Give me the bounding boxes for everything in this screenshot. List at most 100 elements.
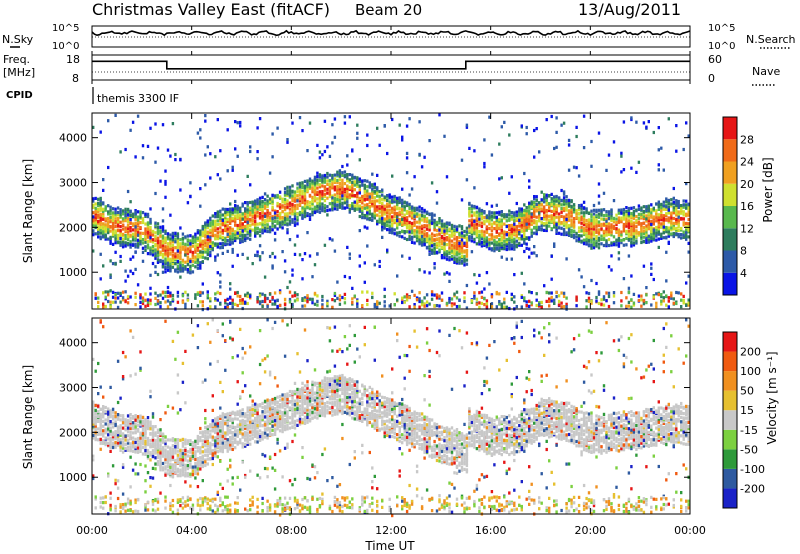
power-cell [443, 239, 446, 243]
power-cell [318, 192, 322, 196]
power-cell [249, 217, 252, 221]
power-cell [154, 122, 157, 126]
power-cell [548, 194, 551, 198]
power-cell [458, 224, 461, 228]
velocity-cell [99, 441, 102, 445]
power-cell [401, 204, 404, 208]
power-cell [396, 233, 399, 237]
velocity-cell [102, 410, 105, 414]
power-cell [219, 216, 222, 221]
power-cell [458, 235, 461, 239]
power-cell [174, 237, 177, 242]
power-cell [241, 298, 244, 302]
power-cell [637, 216, 641, 220]
power-cell [585, 218, 588, 223]
power-cell [296, 298, 299, 302]
noise-ytick-left-top: 10^5 [52, 23, 79, 34]
power-cell [199, 254, 202, 258]
power-cell [308, 214, 312, 218]
power-cell [438, 221, 441, 225]
power-cell [575, 215, 578, 219]
power-cell [483, 239, 486, 243]
power-cell [650, 219, 653, 223]
power-cell [453, 260, 456, 264]
power-cell [276, 305, 279, 309]
power-cell [151, 238, 155, 242]
power-cell [291, 209, 294, 213]
power-cell [685, 221, 688, 226]
power-cell [271, 228, 274, 232]
power-cell [445, 225, 449, 229]
power-cell [189, 239, 192, 243]
power-cell [231, 211, 234, 215]
power-cell [258, 202, 262, 206]
freq-series [92, 60, 690, 70]
velocity-cell [114, 504, 117, 509]
power-cell [176, 242, 180, 246]
power-cell [647, 227, 650, 231]
power-cell [622, 277, 626, 281]
power-cell [97, 204, 100, 208]
power-cell [164, 251, 167, 255]
power-cell [263, 201, 267, 205]
power-cell [351, 301, 354, 305]
power-cell [458, 261, 461, 265]
power-cell [425, 220, 429, 224]
power-cell [682, 205, 685, 209]
power-cell [575, 212, 578, 216]
velocity-cell [131, 335, 135, 339]
power-cell [645, 205, 648, 209]
power-cell [386, 204, 389, 208]
power-cell [121, 227, 125, 231]
power-cell [159, 250, 162, 254]
power-cell [154, 296, 157, 300]
power-cell [463, 263, 466, 267]
power-cell [520, 305, 523, 309]
power-cell [470, 214, 474, 218]
power-cell [582, 211, 586, 215]
noise-panel: N.Sky 10^5 10^0 10^5 10^0 N.Search [2, 23, 796, 52]
power-cell [675, 222, 678, 226]
power-cell [420, 232, 424, 236]
power-cell [483, 219, 486, 223]
power-cell [371, 189, 374, 193]
velocity-cell [129, 501, 132, 505]
power-cell [560, 305, 563, 309]
power-cell [281, 200, 284, 204]
power-cell [682, 223, 685, 227]
power-cell [577, 268, 581, 272]
power-cell [567, 143, 571, 147]
power-cell [111, 233, 115, 237]
power-cell [515, 243, 518, 247]
power-cell [293, 190, 297, 194]
power-cell [670, 232, 673, 236]
power-cell [311, 207, 314, 211]
power-cell [602, 222, 606, 226]
power-cell [615, 221, 618, 225]
power-cell [363, 216, 366, 220]
power-cell [433, 233, 436, 237]
power-cell [473, 232, 476, 236]
power-cell [587, 227, 591, 231]
power-cell [396, 211, 399, 216]
power-cell [650, 222, 653, 227]
power-cell [109, 300, 112, 304]
power-cell [211, 227, 214, 231]
power-cell [540, 190, 543, 194]
power-cell [97, 230, 100, 234]
power-cell [386, 198, 389, 202]
power-ylabel: Slant Range [km] [21, 159, 35, 263]
power-cell [164, 294, 167, 298]
power-cell [219, 280, 222, 284]
power-cell [219, 177, 222, 181]
power-cell [244, 207, 247, 211]
power-cell [109, 273, 112, 277]
power-cell [209, 245, 212, 249]
power-cell [465, 283, 469, 288]
power-cell [657, 223, 660, 227]
power-cell [405, 293, 409, 297]
power-cell [560, 232, 563, 236]
power-cell [179, 261, 182, 265]
power-cell [281, 209, 284, 213]
power-cell [605, 219, 608, 223]
